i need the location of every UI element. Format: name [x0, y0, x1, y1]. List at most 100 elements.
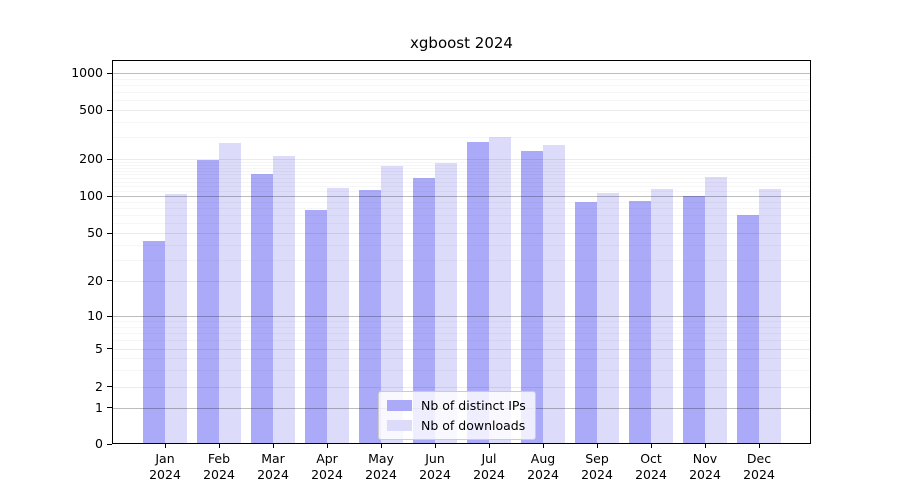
gridline	[112, 79, 811, 80]
x-tick-mark	[542, 444, 544, 448]
x-tick-mark	[488, 444, 490, 448]
gridline	[112, 85, 811, 86]
x-tick-label: Aug 2024	[527, 451, 559, 482]
gridline	[112, 386, 811, 388]
bar-downloads-6	[489, 137, 511, 444]
y-tick-label: 100	[79, 188, 103, 203]
x-tick-mark	[164, 444, 166, 448]
gridline	[112, 174, 811, 175]
bar-downloads-9	[651, 189, 673, 444]
legend: Nb of distinct IPs Nb of downloads	[378, 391, 536, 440]
x-tick-label: Jan 2024	[149, 451, 181, 482]
y-tick-label: 200	[79, 151, 103, 166]
x-tick-label: Dec 2024	[743, 451, 775, 482]
gridline	[112, 202, 811, 203]
y-tick-label: 0	[95, 436, 103, 451]
y-tick-mark	[107, 280, 112, 282]
gridline	[112, 168, 811, 169]
bar-downloads-4	[381, 166, 403, 444]
x-tick-label: Feb 2024	[203, 451, 235, 482]
x-tick-mark	[218, 444, 220, 448]
y-tick-mark	[107, 109, 112, 111]
y-tick-label: 20	[87, 272, 103, 288]
gridline	[112, 191, 811, 192]
bar-distinct-ips-2	[251, 173, 273, 444]
gridline	[112, 245, 811, 246]
bar-distinct-ips-10	[683, 196, 705, 444]
gridline	[112, 137, 811, 138]
gridline	[112, 358, 811, 359]
gridline	[112, 340, 811, 341]
bar-distinct-ips-3	[305, 210, 327, 444]
gridline	[112, 171, 811, 172]
gridline	[112, 208, 811, 209]
gridline	[112, 110, 811, 112]
y-tick-label: 50	[87, 225, 103, 241]
x-tick-mark	[380, 444, 382, 448]
y-tick-mark	[107, 386, 112, 388]
bar-distinct-ips-9	[629, 200, 651, 444]
x-tick-label: Apr 2024	[311, 451, 343, 482]
bar-distinct-ips-5	[413, 178, 435, 444]
legend-swatch-distinct-ips	[387, 400, 412, 411]
bar-downloads-2	[273, 155, 295, 444]
gridline	[112, 100, 811, 101]
gridline	[112, 92, 811, 93]
gridline	[112, 321, 811, 322]
y-tick-mark	[107, 348, 112, 350]
y-tick-mark	[107, 443, 112, 445]
y-tick-label: 5	[95, 340, 103, 356]
legend-swatch-downloads	[387, 420, 412, 431]
gridline	[112, 233, 811, 235]
bar-distinct-ips-7	[521, 150, 543, 444]
gridline	[112, 162, 811, 163]
x-tick-label: Jun 2024	[419, 451, 451, 482]
gridline	[112, 327, 811, 328]
x-tick-mark	[596, 444, 598, 448]
bar-downloads-10	[705, 177, 727, 444]
x-tick-label: Oct 2024	[635, 451, 667, 482]
legend-label-distinct-ips: Nb of distinct IPs	[421, 398, 526, 413]
bar-downloads-7	[543, 145, 565, 444]
plot-area	[112, 60, 811, 444]
x-tick-label: Nov 2024	[689, 451, 721, 482]
gridline	[112, 73, 811, 75]
gridline	[112, 223, 811, 224]
x-tick-label: Sep 2024	[581, 451, 613, 482]
x-tick-label: Jul 2024	[473, 451, 505, 482]
gridline	[112, 186, 811, 187]
y-tick-mark	[107, 72, 112, 74]
bar-downloads-11	[759, 189, 781, 444]
gridline	[112, 348, 811, 350]
gridline	[112, 122, 811, 123]
y-tick-label: 10	[87, 308, 103, 323]
gridline	[112, 370, 811, 371]
x-tick-mark	[704, 444, 706, 448]
gridline	[112, 280, 811, 282]
legend-item-downloads: Nb of downloads	[387, 418, 526, 433]
x-tick-mark	[650, 444, 652, 448]
bar-distinct-ips-8	[575, 201, 597, 444]
x-tick-mark	[758, 444, 760, 448]
y-tick-mark	[107, 407, 112, 409]
legend-label-downloads: Nb of downloads	[421, 418, 526, 433]
gridline	[112, 182, 811, 183]
y-tick-label: 1	[95, 399, 103, 415]
gridline	[112, 165, 811, 166]
y-tick-label: 2	[95, 378, 103, 394]
x-tick-mark	[326, 444, 328, 448]
bar-distinct-ips-4	[359, 189, 381, 444]
x-tick-mark	[434, 444, 436, 448]
x-tick-label: May 2024	[365, 451, 397, 482]
chart-title: xgboost 2024	[410, 34, 513, 52]
y-tick-label: 1000	[71, 65, 103, 81]
bar-downloads-5	[435, 163, 457, 444]
legend-item-distinct-ips: Nb of distinct IPs	[387, 398, 526, 413]
x-tick-mark	[272, 444, 274, 448]
gridline	[112, 333, 811, 334]
y-tick-mark	[107, 195, 112, 197]
y-tick-label: 500	[79, 102, 103, 118]
bar-downloads-8	[597, 192, 619, 444]
gridline	[112, 316, 811, 317]
y-tick-mark	[107, 158, 112, 160]
